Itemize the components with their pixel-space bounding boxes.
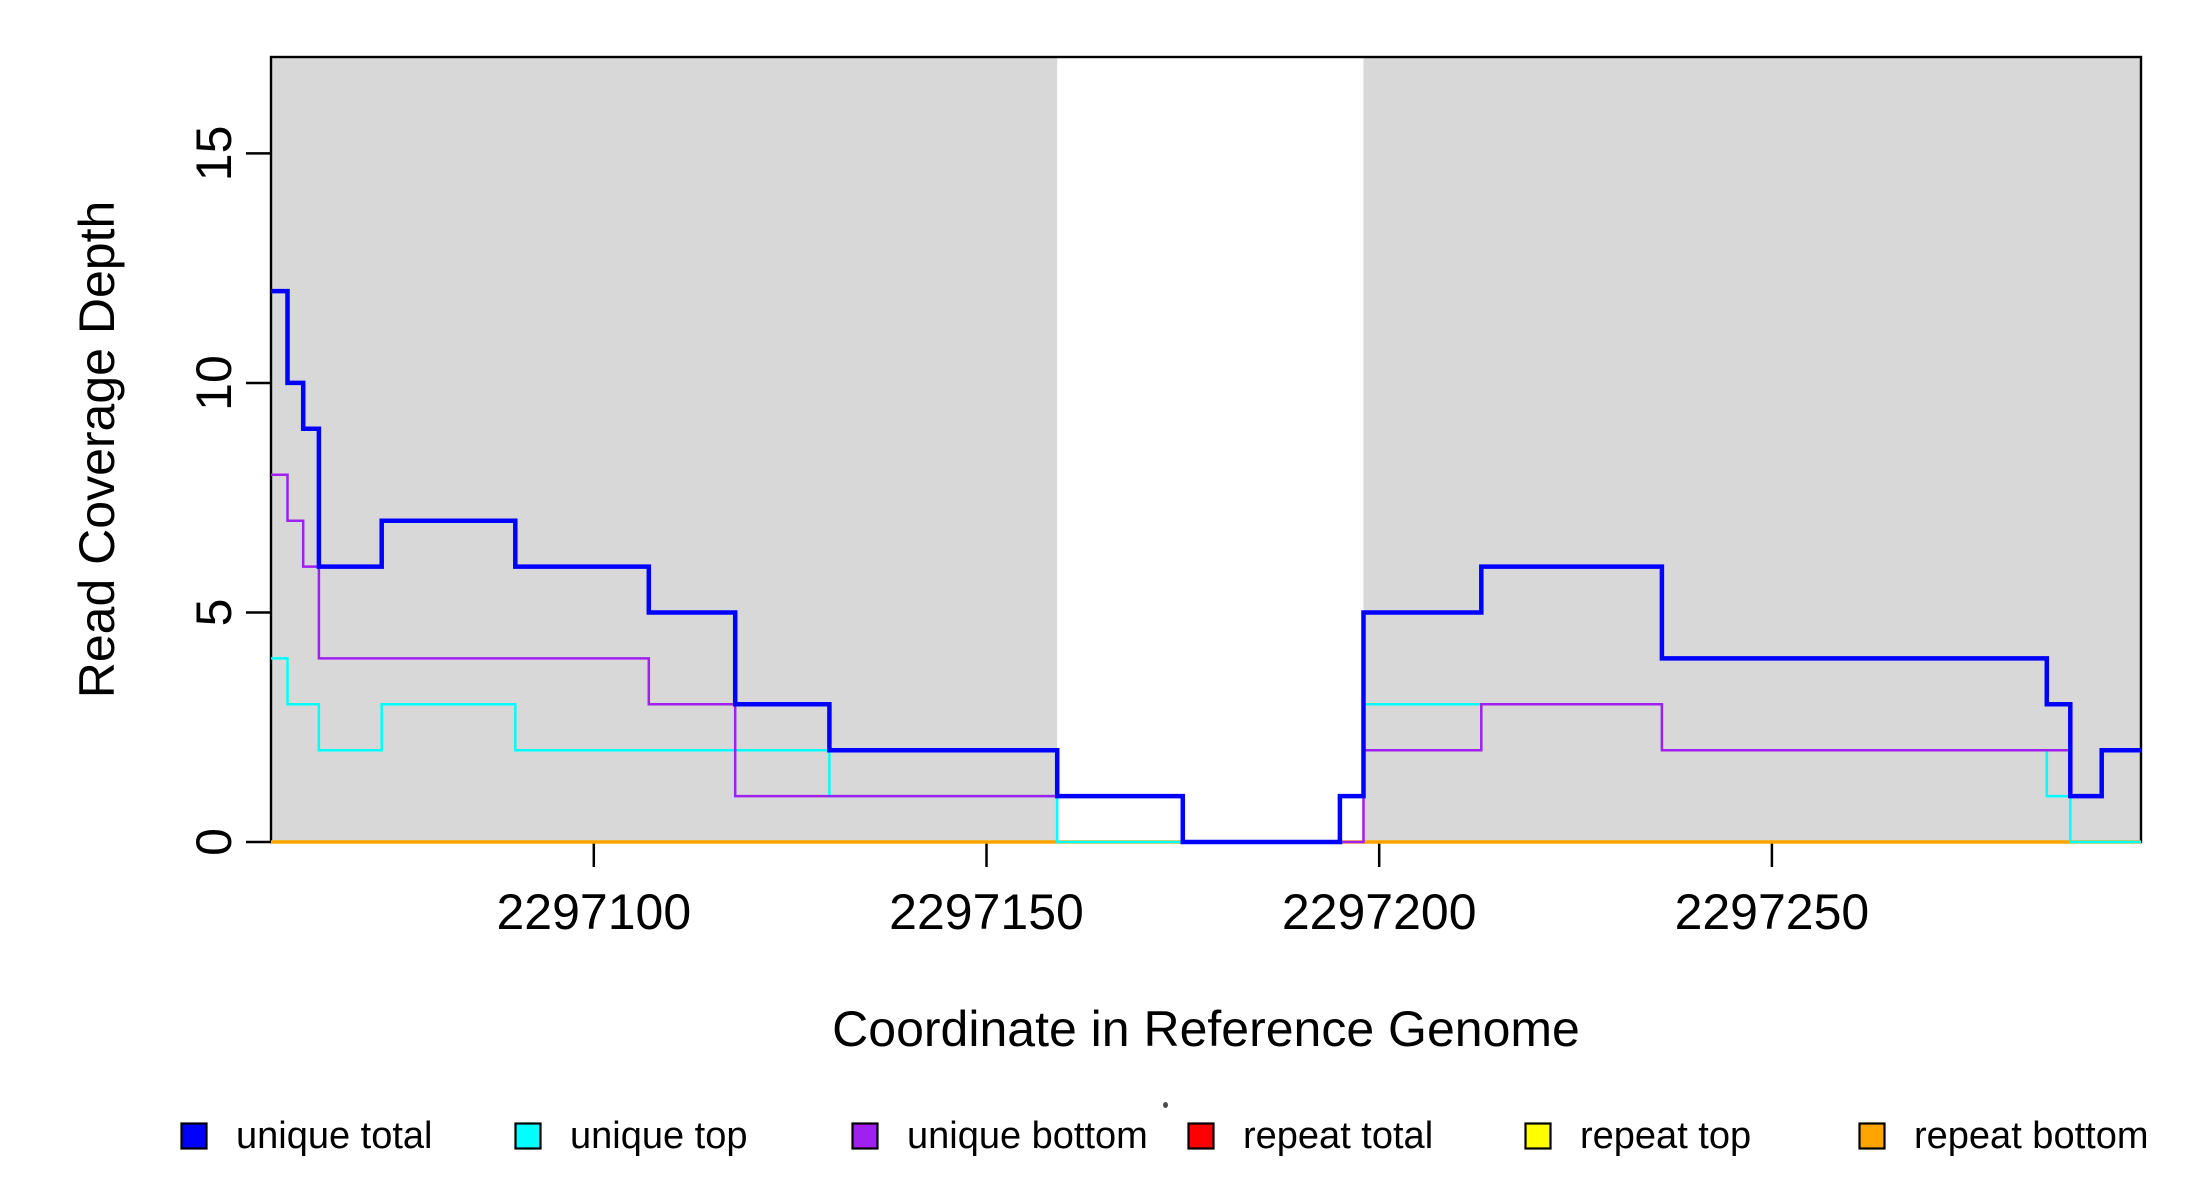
y-tick-label-10: 10 — [186, 355, 242, 411]
shaded-region-0 — [271, 57, 1058, 842]
legend-item-repeat-top: repeat top — [1523, 1108, 1751, 1164]
y-tick-label-15: 15 — [186, 126, 242, 182]
legend-swatch-rect — [851, 1122, 879, 1150]
legend-item-unique-top: unique top — [513, 1108, 748, 1164]
legend-label-repeat-top: repeat top — [1580, 1114, 1752, 1157]
x-tick-label-2297150: 2297150 — [889, 884, 1084, 940]
legend-swatch-rect — [514, 1122, 542, 1150]
legend-label-unique-top: unique top — [570, 1114, 748, 1157]
shaded-region-1 — [1363, 57, 2141, 842]
legend-swatch-repeat-total — [1187, 1122, 1215, 1150]
legend-item-repeat-total: repeat total — [1186, 1108, 1433, 1164]
legend-label-unique-bottom: unique bottom — [907, 1114, 1148, 1157]
x-tick-label-2297100: 2297100 — [496, 884, 691, 940]
legend-swatch-unique-bottom — [851, 1122, 879, 1150]
stray-dot — [1163, 1102, 1168, 1108]
legend-label-repeat-total: repeat total — [1243, 1114, 1434, 1157]
shaded-regions-layer — [271, 57, 2141, 842]
legend-item-unique-bottom: unique bottom — [850, 1108, 1148, 1164]
legend-swatch-rect — [1187, 1122, 1215, 1150]
y-axis-ticks — [246, 152, 271, 844]
y-tick-label-5: 5 — [186, 599, 242, 627]
legend-swatch-rect — [1524, 1122, 1552, 1150]
legend-item-repeat-bottom: repeat bottom — [1857, 1108, 2148, 1164]
legend-label-unique-total: unique total — [236, 1114, 433, 1157]
y-axis-title: Read Coverage Depth — [69, 201, 125, 699]
x-axis-title: Coordinate in Reference Genome — [832, 1001, 1580, 1057]
legend: unique total unique top unique bottom re… — [0, 1108, 2200, 1164]
legend-swatch-rect — [180, 1122, 208, 1150]
y-tick-label-0: 0 — [186, 828, 242, 856]
series-line-unique-total — [271, 288, 2141, 845]
x-axis-ticks — [592, 842, 1774, 867]
legend-swatch-unique-top — [514, 1122, 542, 1150]
legend-swatch-rect — [1858, 1122, 1886, 1150]
x-tick-label-2297200: 2297200 — [1282, 884, 1477, 940]
series-line-unique-top — [271, 657, 2141, 844]
legend-swatch-unique-total — [180, 1122, 208, 1150]
x-tick-label-2297250: 2297250 — [1675, 884, 1870, 940]
legend-label-repeat-bottom: repeat bottom — [1914, 1114, 2149, 1157]
legend-swatch-repeat-top — [1524, 1122, 1552, 1150]
series-lines-layer — [271, 288, 2141, 845]
legend-item-unique-total: unique total — [179, 1108, 433, 1164]
legend-swatch-repeat-bottom — [1858, 1122, 1886, 1150]
